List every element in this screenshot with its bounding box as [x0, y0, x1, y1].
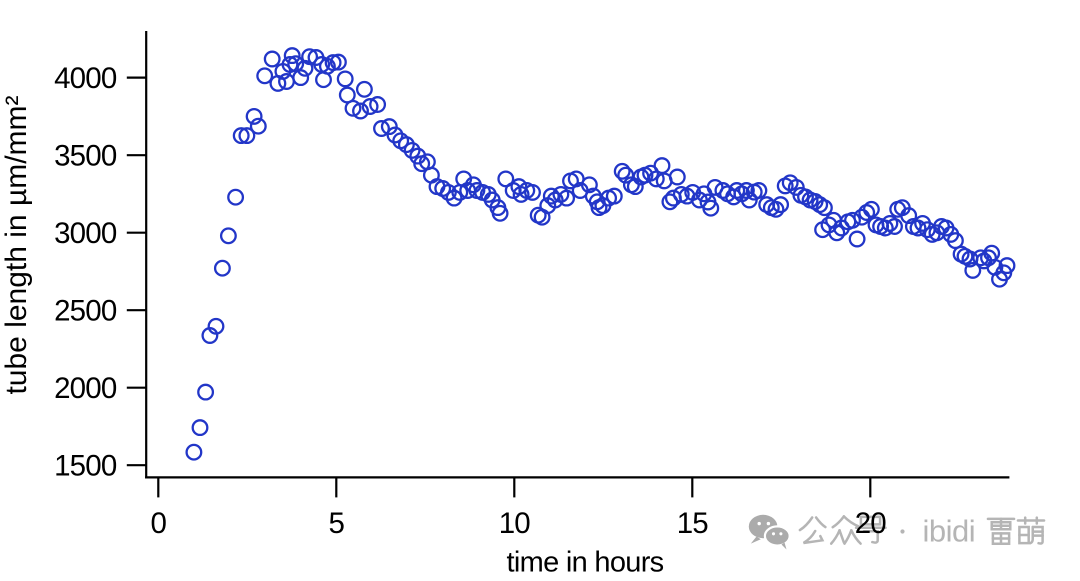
svg-text:5: 5 [328, 507, 344, 540]
svg-text:10: 10 [499, 507, 531, 540]
svg-text:1500: 1500 [54, 449, 117, 482]
svg-text:2500: 2500 [54, 294, 117, 327]
svg-text:ibidi: ibidi [923, 514, 976, 549]
svg-text:15: 15 [677, 507, 709, 540]
svg-text:20: 20 [855, 507, 887, 540]
svg-text:4000: 4000 [54, 62, 117, 95]
svg-text:3500: 3500 [54, 139, 117, 172]
svg-text:time in hours: time in hours [507, 546, 664, 576]
svg-text:3000: 3000 [54, 217, 117, 250]
svg-text:2000: 2000 [54, 372, 117, 405]
svg-text:0: 0 [150, 507, 166, 540]
svg-text:tube length in µm/mm²: tube length in µm/mm² [0, 95, 33, 394]
